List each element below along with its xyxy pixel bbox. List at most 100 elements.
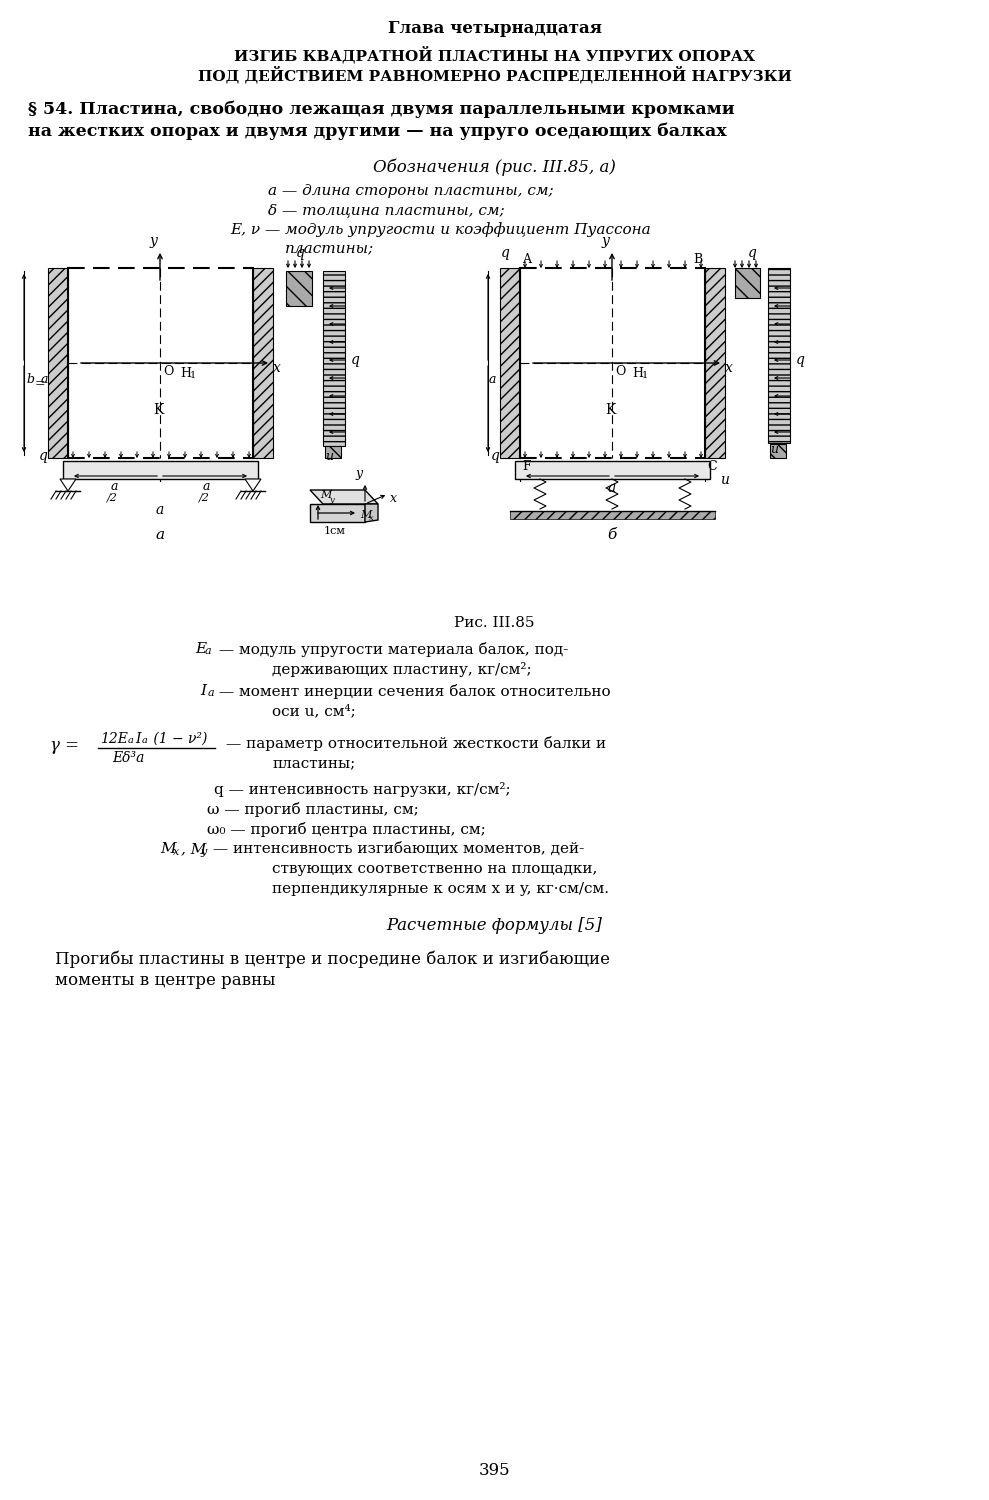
Text: а — длина стороны пластины, см;: а — длина стороны пластины, см; <box>268 184 554 198</box>
Text: O: O <box>615 364 625 378</box>
Text: q — интенсивность нагрузки, кг/см²;: q — интенсивность нагрузки, кг/см²; <box>214 782 510 796</box>
Text: 1см: 1см <box>324 526 346 536</box>
Polygon shape <box>60 478 76 490</box>
Text: a: a <box>41 374 47 386</box>
Text: H: H <box>632 368 643 380</box>
Text: ω — прогиб пластины, см;: ω — прогиб пластины, см; <box>207 802 418 818</box>
Text: q: q <box>351 352 360 368</box>
Text: — параметр относительной жесткости балки и: — параметр относительной жесткости балки… <box>226 736 606 752</box>
Text: /2: /2 <box>107 494 118 502</box>
Text: q: q <box>748 246 757 259</box>
Bar <box>500 268 520 458</box>
Text: Обозначения (рис. III.85, а): Обозначения (рис. III.85, а) <box>373 158 616 176</box>
Polygon shape <box>245 478 261 490</box>
Text: q: q <box>492 448 500 464</box>
Text: y: y <box>200 847 207 856</box>
Text: а: а <box>155 528 164 542</box>
Text: 395: 395 <box>479 1462 510 1479</box>
Text: q: q <box>40 448 48 464</box>
Text: B: B <box>693 254 703 266</box>
Text: y: y <box>601 234 609 248</box>
Text: u: u <box>770 442 778 456</box>
Text: a: a <box>128 736 134 746</box>
Text: C: C <box>707 460 717 472</box>
Text: § 54. Пластина, свободно лежащая двумя параллельными кромками: § 54. Пластина, свободно лежащая двумя п… <box>28 100 735 117</box>
Text: — момент инерции сечения балок относительно: — момент инерции сечения балок относител… <box>214 684 610 699</box>
Text: a: a <box>202 480 210 494</box>
Bar <box>48 268 68 458</box>
Text: y: y <box>149 234 157 248</box>
Bar <box>63 460 258 478</box>
Text: /2: /2 <box>199 494 210 502</box>
Text: a: a <box>205 646 212 656</box>
Text: M: M <box>160 842 176 856</box>
Text: a: a <box>142 736 148 746</box>
Text: Прогибы пластины в центре и посредине балок и изгибающие: Прогибы пластины в центре и посредине ба… <box>55 950 610 968</box>
Text: y: y <box>356 466 363 480</box>
Text: γ =: γ = <box>50 736 79 754</box>
Text: E: E <box>195 642 206 656</box>
Text: A: A <box>522 254 531 266</box>
Text: моменты в центре равны: моменты в центре равны <box>55 972 276 988</box>
Bar <box>768 268 790 442</box>
Text: 1: 1 <box>190 370 196 380</box>
Text: (1 − ν²): (1 − ν²) <box>149 732 208 746</box>
Text: Расчетные формулы [5]: Расчетные формулы [5] <box>387 916 602 934</box>
Text: F: F <box>522 460 531 472</box>
Text: q: q <box>796 352 805 368</box>
Text: a: a <box>208 688 215 698</box>
Text: M: M <box>360 510 372 520</box>
Text: I: I <box>135 732 140 746</box>
Text: y: y <box>329 496 333 504</box>
Bar <box>705 268 725 458</box>
Text: ствующих соответственно на площадки,: ствующих соответственно на площадки, <box>272 862 597 876</box>
Text: x: x <box>173 847 179 856</box>
Text: u: u <box>720 472 729 488</box>
Text: на жестких опорах и двумя другими — на упруго оседающих балках: на жестких опорах и двумя другими — на у… <box>28 122 727 140</box>
Text: E, ν — модуль упругости и коэффициент Пуассона: E, ν — модуль упругости и коэффициент Пу… <box>230 222 651 237</box>
Text: 1: 1 <box>642 370 648 380</box>
Text: ПОД ДЕЙСТВИЕМ РАВНОМЕРНО РАСПРЕДЕЛЕННОЙ НАГРУЗКИ: ПОД ДЕЙСТВИЕМ РАВНОМЕРНО РАСПРЕДЕЛЕННОЙ … <box>198 66 791 84</box>
Text: x: x <box>369 514 374 522</box>
Text: a: a <box>156 503 164 518</box>
Bar <box>325 446 341 458</box>
Text: a: a <box>489 374 495 386</box>
Text: a: a <box>608 482 616 495</box>
Text: K: K <box>153 404 163 417</box>
Text: Eδ³a: Eδ³a <box>112 752 144 765</box>
Text: x: x <box>725 362 733 375</box>
Text: ИЗГИБ КВАДРАТНОЙ ПЛАСТИНЫ НА УПРУГИХ ОПОРАХ: ИЗГИБ КВАДРАТНОЙ ПЛАСТИНЫ НА УПРУГИХ ОПО… <box>234 46 755 63</box>
Text: u: u <box>325 450 333 464</box>
Text: q: q <box>501 246 510 259</box>
Polygon shape <box>310 490 378 504</box>
Text: M: M <box>320 490 331 500</box>
Text: , M: , M <box>181 842 207 856</box>
Text: K: K <box>605 404 615 417</box>
Text: =: = <box>35 376 45 390</box>
Text: держивающих пластину, кг/см²;: держивающих пластину, кг/см²; <box>272 662 532 676</box>
Text: δ — толщина пластины, см;: δ — толщина пластины, см; <box>268 202 504 217</box>
Text: q: q <box>296 246 305 259</box>
Text: I: I <box>200 684 206 698</box>
Polygon shape <box>310 504 365 522</box>
Text: пластины;: пластины; <box>285 242 374 255</box>
Bar <box>286 272 312 306</box>
Text: H: H <box>180 368 191 380</box>
Bar <box>253 268 273 458</box>
Text: б: б <box>607 528 616 542</box>
Text: O: O <box>163 364 173 378</box>
Bar <box>510 512 715 519</box>
Text: Рис. III.85: Рис. III.85 <box>454 616 535 630</box>
Bar <box>323 272 345 446</box>
Bar <box>770 444 786 458</box>
Text: перпендикулярные к осям x и y, кг·см/см.: перпендикулярные к осям x и y, кг·см/см. <box>272 882 609 896</box>
Text: пластины;: пластины; <box>272 756 355 770</box>
Text: 12E: 12E <box>100 732 128 746</box>
Text: a: a <box>110 480 118 494</box>
Text: — модуль упругости материала балок, под-: — модуль упругости материала балок, под- <box>214 642 569 657</box>
Text: Глава четырнадцатая: Глава четырнадцатая <box>388 20 601 38</box>
Text: — интенсивность изгибающих моментов, дей-: — интенсивность изгибающих моментов, дей… <box>208 842 584 856</box>
Text: b: b <box>26 374 34 386</box>
Bar <box>735 268 760 298</box>
Polygon shape <box>365 504 378 522</box>
